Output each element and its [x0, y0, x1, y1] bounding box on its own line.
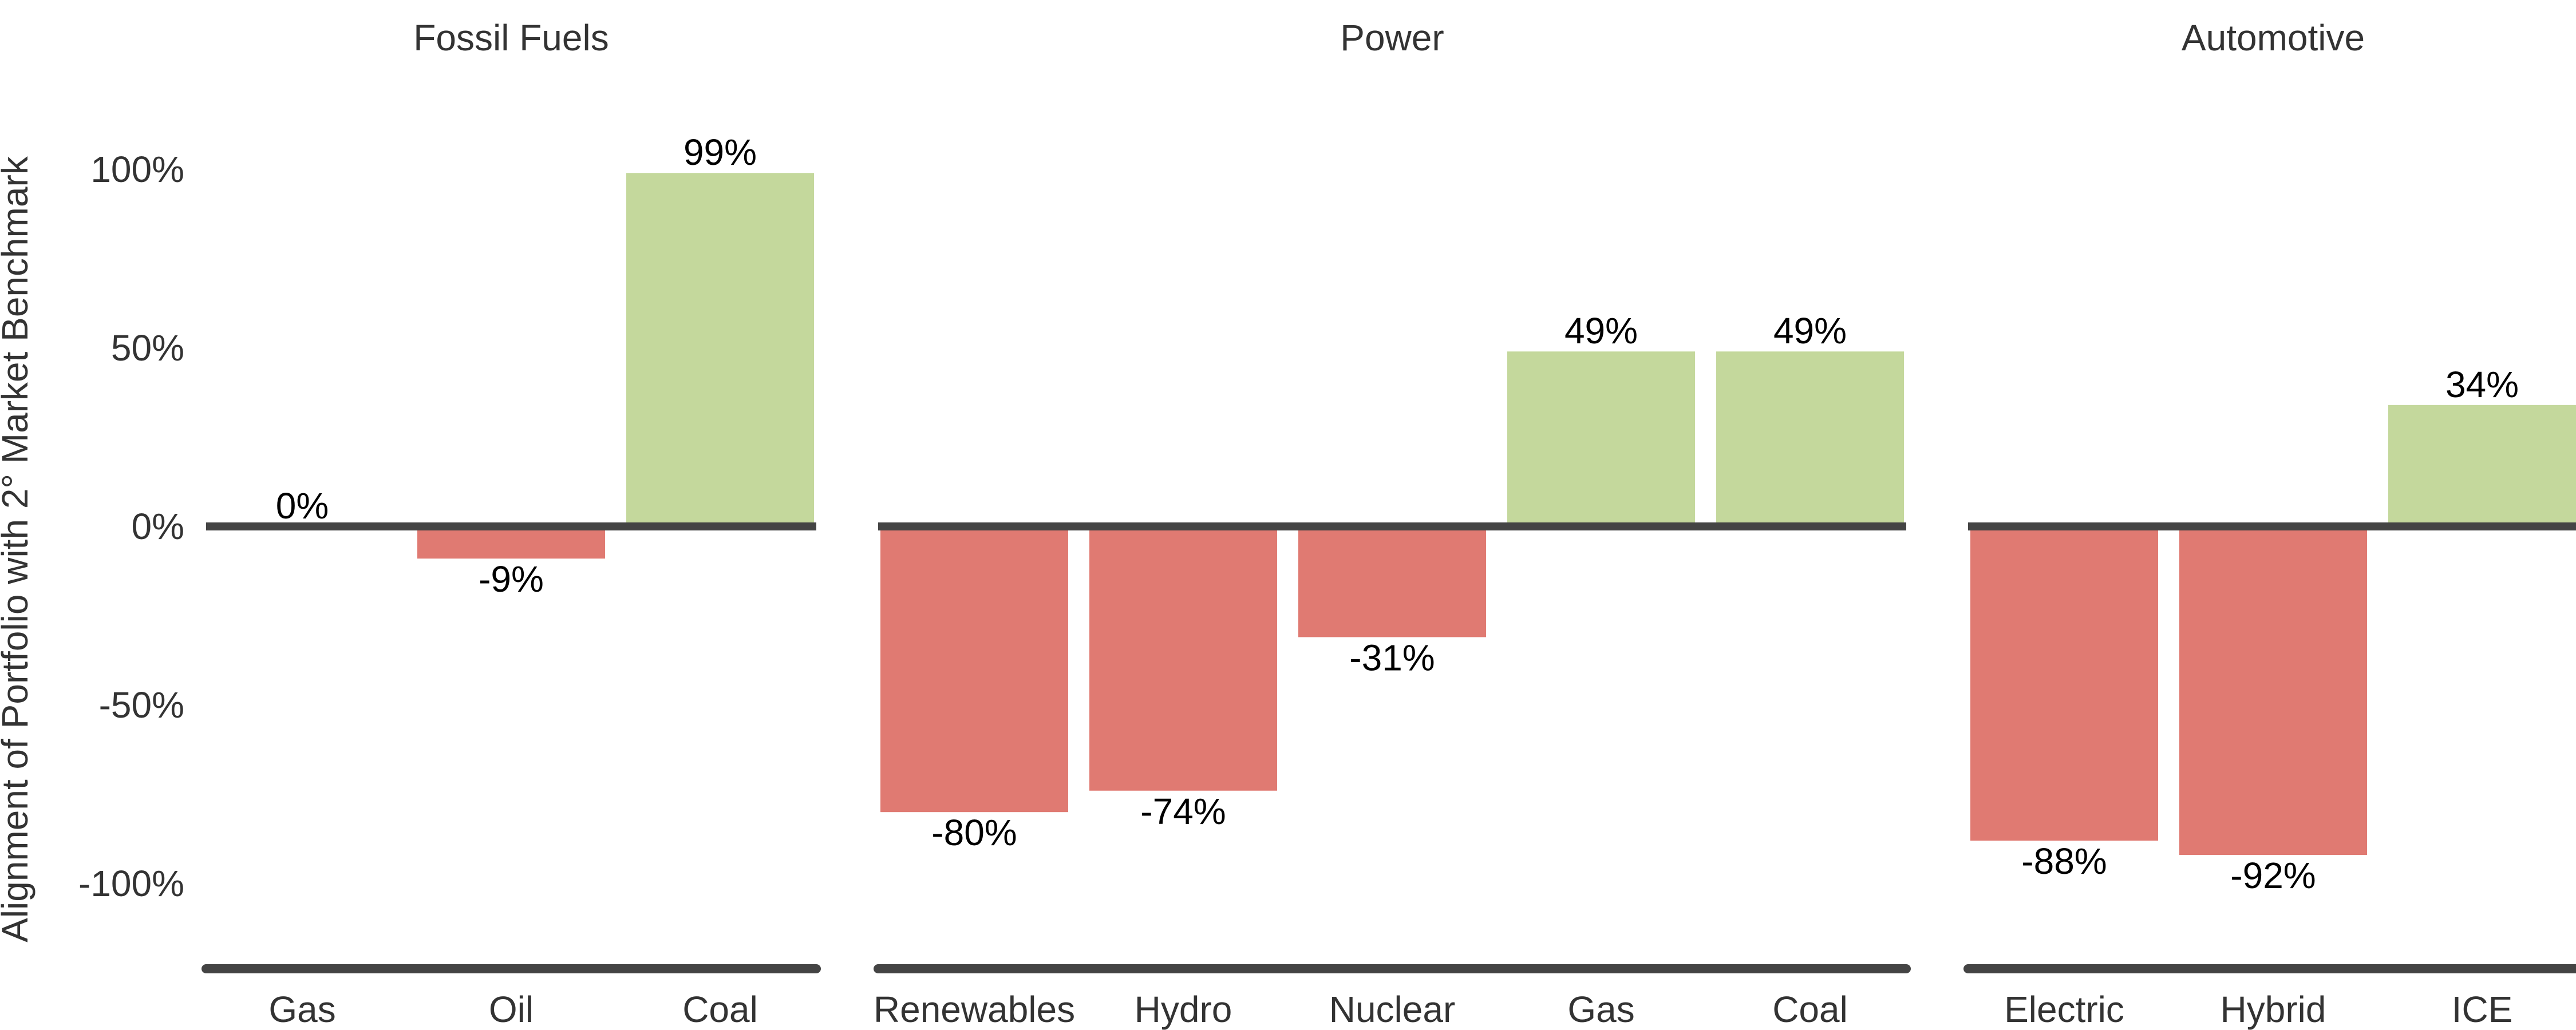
facet-title: Power [1340, 17, 1444, 58]
data-label: 49% [1773, 310, 1847, 351]
category-label: Gas [1567, 989, 1634, 1030]
category-label: Coal [1772, 989, 1848, 1030]
y-tick-label: -100% [78, 863, 184, 904]
bar [417, 526, 605, 559]
bar [626, 173, 814, 526]
facet-title: Fossil Fuels [413, 17, 609, 58]
category-label: Coal [682, 989, 758, 1030]
bar [1507, 351, 1695, 526]
category-label: Electric [2004, 989, 2124, 1030]
y-tick-label: 100% [90, 149, 184, 190]
y-axis-title: Alignment of Portfolio with 2° Market Be… [0, 156, 35, 942]
data-label: 99% [683, 132, 757, 173]
bar [1089, 526, 1277, 791]
category-label: Renewables [874, 989, 1075, 1030]
bar [1970, 526, 2158, 841]
category-label: ICE [2452, 989, 2513, 1030]
data-label: -74% [1140, 791, 1226, 832]
data-label: -92% [2230, 855, 2316, 896]
category-label: Gas [268, 989, 335, 1030]
category-label: Hybrid [2221, 989, 2326, 1030]
facet-fossil-fuels: Fossil Fuels 0% Gas -9% Oil 99% Coal [202, 17, 821, 1030]
facet-title: Automotive [2182, 17, 2365, 58]
bar [2179, 526, 2367, 855]
data-label: -31% [1349, 637, 1435, 678]
bar [880, 526, 1068, 813]
y-tick-label: 50% [111, 327, 184, 369]
category-label: Oil [489, 989, 534, 1030]
y-tick-label: 0% [132, 506, 185, 547]
bar [1716, 351, 1904, 526]
data-label: -80% [931, 812, 1017, 853]
data-label: 0% [276, 485, 329, 526]
data-label: -9% [479, 558, 544, 600]
bar [2388, 405, 2576, 526]
data-label: 34% [2445, 364, 2519, 405]
data-label: -88% [2021, 841, 2107, 882]
facet-power: Power -80% Renewables -74% Hydro -31% Nuclear 4… [874, 17, 1911, 1030]
y-tick-label: -50% [99, 684, 184, 726]
bar [1298, 526, 1486, 637]
y-axis-ticks: 100% 50% 0% -50% -100% [78, 149, 184, 904]
data-label: 49% [1564, 310, 1638, 351]
category-label: Nuclear [1329, 989, 1456, 1030]
category-label: Hydro [1135, 989, 1232, 1030]
chart-facets: Fossil Fuels 0% Gas -9% Oil 99% Coal Power -80% R… [202, 17, 2576, 1030]
facet-automotive: Automotive -88% Electric -92% Hybrid 34% ICE [1963, 17, 2576, 1030]
